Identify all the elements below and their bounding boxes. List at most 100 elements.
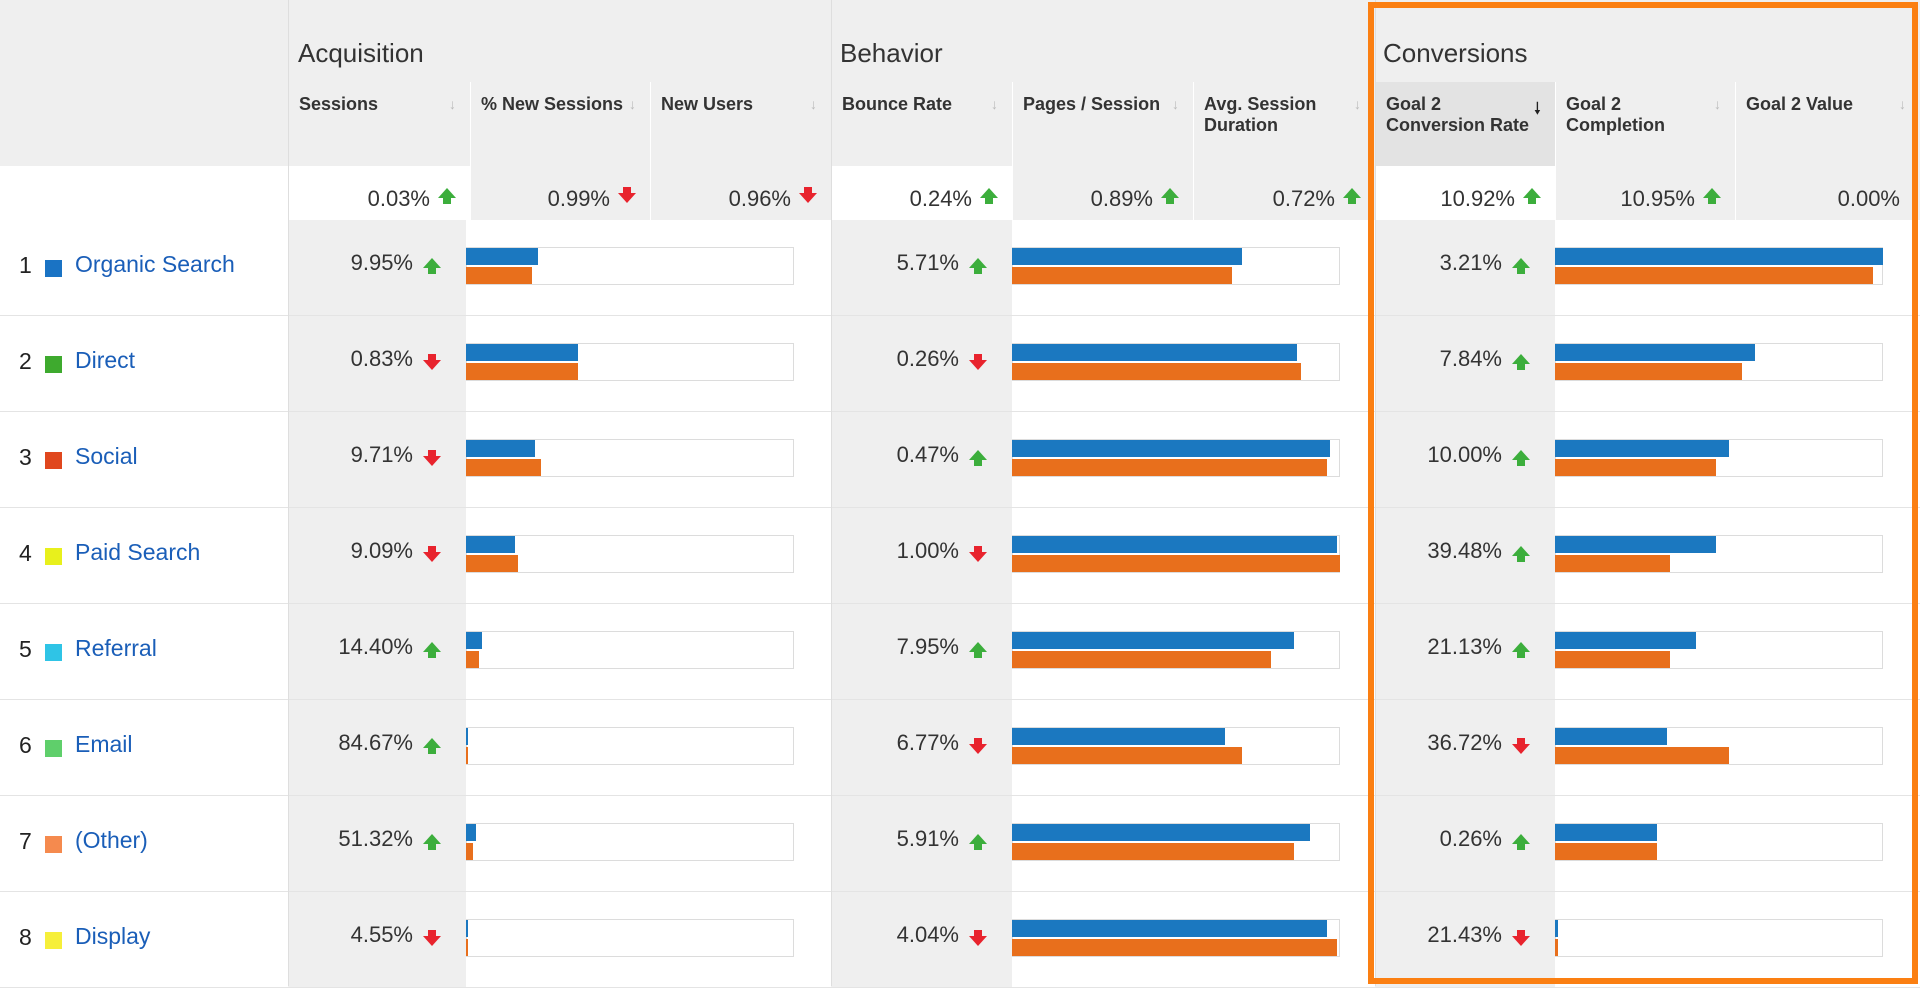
total-value: 0.03% xyxy=(367,186,430,211)
sort-arrow-icon[interactable]: ↓ xyxy=(1354,96,1361,112)
total-value: 10.92% xyxy=(1440,186,1515,211)
sessions-change-value: 9.71% xyxy=(350,442,413,467)
previous-period-bar xyxy=(466,747,468,764)
table-row[interactable]: 2 Direct 0.83% 0.26% 7.84% xyxy=(0,316,1920,412)
bounce-rate-comparison-bars xyxy=(1012,535,1340,573)
group-header-band xyxy=(0,0,1920,82)
previous-period-bar xyxy=(1555,747,1729,764)
channel-link[interactable]: Referral xyxy=(75,635,157,661)
channel-color-swatch xyxy=(45,356,62,373)
arrow-up-icon xyxy=(1512,354,1530,370)
current-period-bar xyxy=(1555,440,1729,457)
current-period-bar xyxy=(1012,824,1310,841)
row-divider xyxy=(0,795,1920,796)
totals-row-blank xyxy=(0,166,288,220)
bounce-rate-comparison-bars xyxy=(1012,343,1340,381)
row-divider xyxy=(0,603,1920,604)
col-header-pages-session[interactable]: Pages / Session ↓ xyxy=(1012,82,1193,166)
current-period-bar xyxy=(1012,632,1294,649)
previous-period-bar xyxy=(1012,459,1327,476)
total-goal2-completion: 10.95% xyxy=(1555,166,1735,220)
channel-color-swatch xyxy=(45,836,62,853)
table-row[interactable]: 1 Organic Search 9.95% 5.71% 3.21% xyxy=(0,220,1920,316)
sessions-change-value: 4.55% xyxy=(350,922,413,947)
sort-arrow-icon[interactable]: ↓ xyxy=(1714,96,1721,112)
total-bounce-rate: 0.24% xyxy=(831,166,1012,220)
sessions-comparison-bars xyxy=(466,343,794,381)
previous-period-bar xyxy=(1012,651,1271,668)
channel-link[interactable]: Email xyxy=(75,731,133,757)
current-period-bar xyxy=(1555,920,1558,937)
arrow-down-icon xyxy=(618,187,636,203)
previous-period-bar xyxy=(1012,267,1232,284)
sort-arrow-icon[interactable]: ↓ xyxy=(449,96,456,112)
channel-color-swatch xyxy=(45,932,62,949)
channel-link[interactable]: (Other) xyxy=(75,827,148,853)
previous-period-bar xyxy=(466,459,541,476)
arrow-down-icon xyxy=(423,930,441,946)
previous-period-bar xyxy=(466,555,518,572)
sessions-change-value: 0.83% xyxy=(350,346,413,371)
bounce-rate-comparison-bars xyxy=(1012,247,1340,285)
bounce-rate-change-value: 6.77% xyxy=(896,730,959,755)
sessions-change-value: 14.40% xyxy=(338,634,413,659)
arrow-up-icon xyxy=(969,642,987,658)
channel-link[interactable]: Paid Search xyxy=(75,539,201,565)
col-header-goal2-conversion-rate-label: Goal 2 Conversion Rate xyxy=(1386,94,1530,135)
bounce-rate-comparison-bars xyxy=(1012,727,1340,765)
row-index: 3 xyxy=(19,444,32,470)
group-acquisition-label: Acquisition xyxy=(298,38,424,68)
total-value: 0.00% xyxy=(1837,186,1900,211)
sort-arrow-icon[interactable]: ↓ xyxy=(810,96,817,112)
total-pages-session: 0.89% xyxy=(1012,166,1193,220)
sort-arrow-icon[interactable]: ↓ xyxy=(991,96,998,112)
current-period-bar xyxy=(466,920,468,937)
arrow-up-icon xyxy=(1512,546,1530,562)
current-period-bar xyxy=(466,248,538,265)
channel-link[interactable]: Organic Search xyxy=(75,251,235,277)
channel-link[interactable]: Direct xyxy=(75,347,136,373)
previous-period-bar xyxy=(1555,939,1558,956)
arrow-down-icon xyxy=(423,450,441,466)
table-row[interactable]: 7 (Other) 51.32% 5.91% 0.26% xyxy=(0,796,1920,892)
col-header-goal2-conversion-rate[interactable]: Goal 2 Conversion Rate 🠗 xyxy=(1375,82,1555,166)
goal2-conversion-rate-change-value: 0.26% xyxy=(1439,826,1502,851)
channel-link[interactable]: Display xyxy=(75,923,151,949)
col-header-pct-new-sessions[interactable]: % New Sessions ↓ xyxy=(470,82,650,166)
sort-arrow-icon[interactable]: ↓ xyxy=(1899,96,1906,112)
previous-period-bar xyxy=(466,939,468,956)
arrow-up-icon xyxy=(1512,258,1530,274)
col-header-avg-session-duration[interactable]: Avg. Session Duration ↓ xyxy=(1193,82,1375,166)
channel-link[interactable]: Social xyxy=(75,443,138,469)
arrow-up-icon xyxy=(1512,450,1530,466)
previous-period-bar xyxy=(1012,939,1337,956)
goal2-conversion-rate-change-value: 21.13% xyxy=(1427,634,1502,659)
col-header-sessions[interactable]: Sessions ↓ xyxy=(288,82,470,166)
goal2-conversion-rate-change-value: 3.21% xyxy=(1439,250,1502,275)
col-header-bounce-rate[interactable]: Bounce Rate ↓ xyxy=(831,82,1012,166)
row-index: 6 xyxy=(19,732,32,758)
table-row[interactable]: 3 Social 9.71% 0.47% 10.00% xyxy=(0,412,1920,508)
col-header-new-users[interactable]: New Users ↓ xyxy=(650,82,831,166)
bounce-rate-comparison-bars xyxy=(1012,439,1340,477)
table-row[interactable]: 4 Paid Search 9.09% 1.00% 39.48% xyxy=(0,508,1920,604)
sort-arrow-icon[interactable]: 🠗 xyxy=(1533,99,1541,118)
table-row[interactable]: 6 Email 84.67% 6.77% 36.72% xyxy=(0,700,1920,796)
sort-arrow-icon[interactable]: ↓ xyxy=(1172,96,1179,112)
total-avg-session-duration: 0.72% xyxy=(1193,166,1375,220)
col-header-new-users-label: New Users xyxy=(661,94,754,114)
sort-arrow-icon[interactable]: ↓ xyxy=(629,96,636,112)
col-header-goal2-completion[interactable]: Goal 2 Completion ↓ xyxy=(1555,82,1735,166)
goal2-conversion-rate-change-value: 7.84% xyxy=(1439,346,1502,371)
total-value: 0.96% xyxy=(728,186,791,211)
bounce-rate-change-value: 5.71% xyxy=(896,250,959,275)
arrow-up-icon xyxy=(969,450,987,466)
col-header-bounce-rate-label: Bounce Rate xyxy=(842,94,953,114)
bounce-rate-change-value: 0.47% xyxy=(896,442,959,467)
previous-period-bar xyxy=(1555,459,1716,476)
group-conversions-label: Conversions xyxy=(1383,38,1528,68)
col-header-goal2-value[interactable]: Goal 2 Value ↓ xyxy=(1735,82,1920,166)
col-header-pages-session-label: Pages / Session xyxy=(1023,94,1161,114)
table-row[interactable]: 5 Referral 14.40% 7.95% 21.13% xyxy=(0,604,1920,700)
bounce-rate-change-value: 1.00% xyxy=(896,538,959,563)
